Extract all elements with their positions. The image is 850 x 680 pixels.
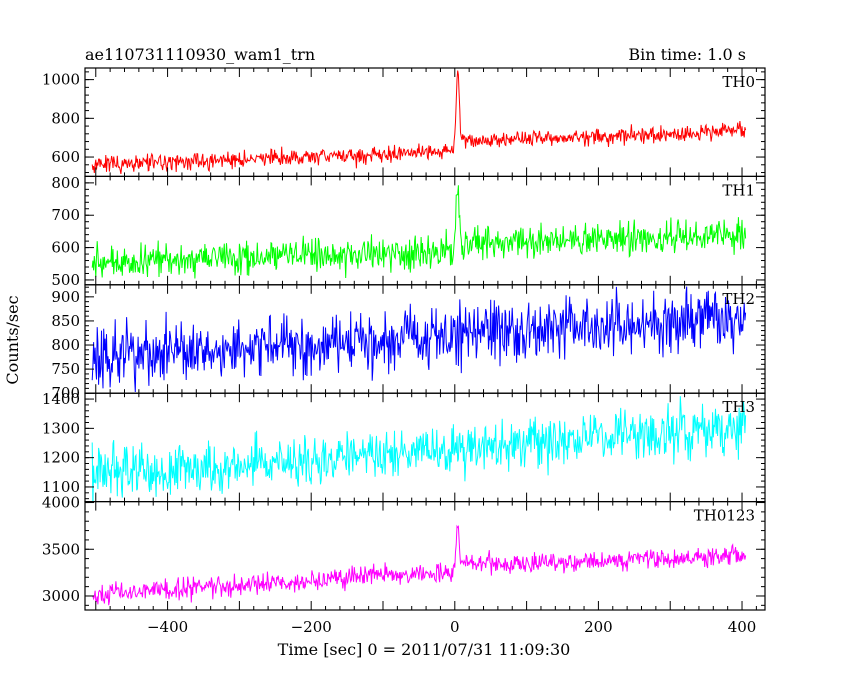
panel-label-th3: TH3 bbox=[722, 398, 755, 416]
panel-frame bbox=[84, 175, 766, 286]
x-tick-label: 400 bbox=[728, 618, 757, 636]
y-tick-label: 800 bbox=[51, 336, 80, 354]
chart-title: ae110731110930_wam1_trn bbox=[85, 45, 315, 64]
panel-th3: TH3 1100 1200 1300 1400 bbox=[42, 390, 766, 503]
series-line-th0123 bbox=[91, 524, 747, 606]
panel-frame bbox=[84, 392, 766, 503]
y-tick-label: 1200 bbox=[42, 449, 80, 467]
y-tick-label: 3000 bbox=[42, 587, 80, 605]
y-tick-label: 800 bbox=[51, 109, 80, 127]
y-tick-label: 500 bbox=[51, 271, 80, 289]
x-tick-label: −400 bbox=[147, 618, 188, 636]
y-axis-label: Counts/sec bbox=[3, 295, 22, 384]
series-line-th1 bbox=[91, 185, 747, 279]
y-tick-label: 1000 bbox=[42, 71, 80, 89]
y-tick-label: 600 bbox=[51, 148, 80, 166]
x-axis: −400 −200 0 200 400 bbox=[147, 618, 756, 636]
y-tick-label: 800 bbox=[51, 174, 80, 192]
y-tick-label: 750 bbox=[51, 360, 80, 378]
y-tick-label: 4000 bbox=[42, 494, 80, 512]
y-tick-label: 3500 bbox=[42, 540, 80, 558]
panel-label-th0: TH0 bbox=[722, 73, 755, 91]
y-tick-label: 900 bbox=[51, 288, 80, 306]
x-axis-label: Time [sec] 0 = 2011/07/31 11:09:30 bbox=[278, 640, 571, 659]
bin-time-label: Bin time: 1.0 s bbox=[628, 45, 746, 64]
series-line-th0 bbox=[91, 70, 747, 174]
x-tick-label: 200 bbox=[584, 618, 613, 636]
panel-stack: TH0 600 800 1000 TH1 500 600 700 800 TH2 700 750 800… bbox=[42, 67, 766, 611]
y-tick-label: 600 bbox=[51, 239, 80, 257]
x-tick-label: −200 bbox=[291, 618, 332, 636]
panel-th0123: TH0123 3000 3500 4000 bbox=[42, 494, 766, 611]
panel-frame bbox=[84, 501, 766, 611]
series-line-th3 bbox=[91, 396, 747, 502]
panel-label-th1: TH1 bbox=[722, 181, 755, 199]
y-tick-label: 700 bbox=[51, 206, 80, 224]
series-line-th2 bbox=[91, 286, 747, 393]
y-tick-label: 1100 bbox=[42, 478, 80, 496]
x-tick-label: 0 bbox=[450, 618, 460, 636]
panel-th1: TH1 500 600 700 800 bbox=[51, 174, 766, 289]
panel-th2: TH2 700 750 800 850 900 bbox=[51, 284, 766, 402]
y-tick-label: 700 bbox=[51, 384, 80, 402]
y-tick-label: 850 bbox=[51, 312, 80, 330]
y-tick-label: 1300 bbox=[42, 419, 80, 437]
y-tick-label: 1400 bbox=[42, 390, 80, 408]
panel-label-th0123: TH0123 bbox=[694, 507, 755, 525]
panel-label-th2: TH2 bbox=[722, 290, 755, 308]
panel-th0: TH0 600 800 1000 bbox=[42, 67, 766, 178]
